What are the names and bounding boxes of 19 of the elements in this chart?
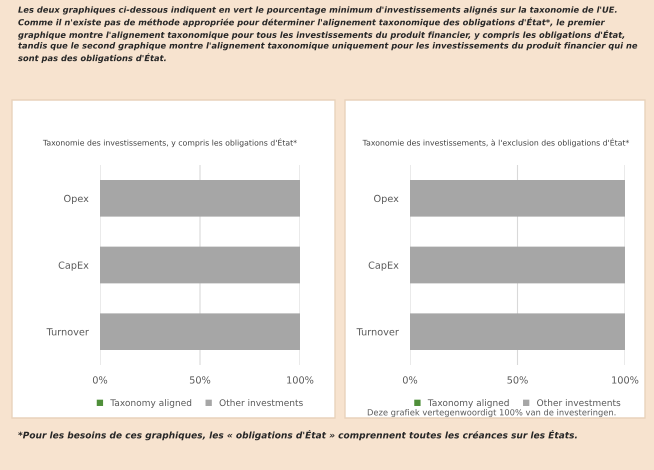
x-tick-label: 0% — [92, 376, 108, 384]
y-tick-label: Opex — [374, 194, 399, 204]
text: *Pour les besoins de ces graphiques, les « obligations d'État » comprennent toutes les créances sur les États. — [18, 430, 577, 440]
y-tick-label: CapEx — [58, 261, 89, 271]
text: Les deux graphiques ci-dessous indiquent en vert le pourcentage minimum d'investissements alignés sur la taxonomie de l'UE. Comme il n'existe pas de méthode appropriée pour déterminer l'alignement taxonomique des obligations d'État*, le premier graphique montre l'alignement taxonomique pour tous les investissements du produit financier, y compris les obligations d'État, tandis que le second graphique montre l'alignement taxonomique uniquement pour les investissements du produit financier qui ne sont pas des obligations d'État. — [18, 6, 638, 63]
y-tick-label: Turnover — [356, 328, 399, 336]
x-tick-label: 100% — [612, 376, 638, 384]
x-tick-label: 50% — [190, 376, 210, 384]
y-tick-label: Opex — [64, 194, 89, 204]
x-tick-label: 100% — [287, 376, 314, 384]
y-tick-label: CapEx — [368, 261, 399, 271]
x-tick-label: 0% — [402, 376, 418, 384]
x-tick-label: 50% — [507, 376, 528, 384]
legend-label: Taxonomy aligned — [428, 399, 509, 408]
y-tick-label: Turnover — [46, 328, 89, 336]
legend-label: Other investments — [220, 399, 303, 406]
legend-label: Taxonomy aligned — [110, 399, 192, 408]
legend-label: Other investments — [537, 399, 620, 406]
text: Deze grafiek vertegenwoordigt 100% van de investeringen. — [368, 409, 616, 418]
